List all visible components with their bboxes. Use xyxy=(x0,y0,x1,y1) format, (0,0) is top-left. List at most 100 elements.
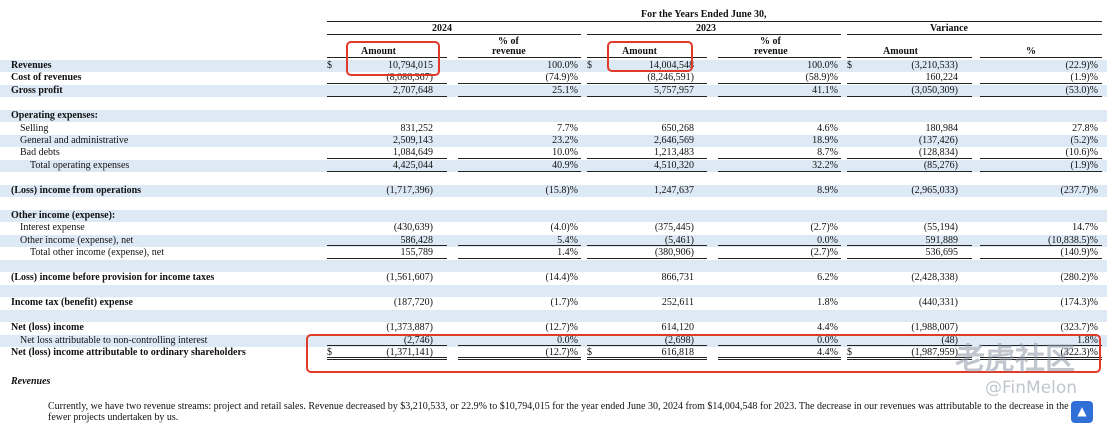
cell-va: 591,889 xyxy=(925,235,959,246)
cell-va: (48) xyxy=(941,335,958,346)
highlight-revenue-2024 xyxy=(346,41,440,76)
dollar-sign: $ xyxy=(587,60,592,71)
cell-a23: 1,247,637 xyxy=(654,185,694,196)
table-row xyxy=(0,98,1107,110)
cell-a24: 831,252 xyxy=(400,123,434,134)
cell-vp: (174.3)% xyxy=(1060,297,1099,308)
table-row: Gross profit 2,707,648 25.1% 5,757,957 41.1%… xyxy=(0,85,1107,97)
cell-a23: 252,611 xyxy=(661,297,694,308)
table-row xyxy=(0,260,1107,272)
subtotal-rule xyxy=(847,83,972,84)
cell-a24: (430,639) xyxy=(393,222,433,233)
dollar-sign: $ xyxy=(847,347,852,358)
cell-va: (85,276) xyxy=(923,160,958,171)
cell-a23: 5,757,957 xyxy=(654,85,694,96)
gross-profit-rule xyxy=(327,96,447,97)
row-label: Net (loss) income attributable to ordina… xyxy=(11,347,246,358)
col-rule xyxy=(587,57,707,58)
cell-p23: 6.2% xyxy=(817,272,838,283)
watermark-handle: @FinMelon xyxy=(985,378,1078,398)
cell-p24: 40.9% xyxy=(552,160,578,171)
subtotal-rule xyxy=(587,83,707,84)
cell-a23: 650,268 xyxy=(661,123,695,134)
opex-total-rule xyxy=(327,171,447,172)
cell-vp: (323.7)% xyxy=(1060,322,1099,333)
cell-a24: 586,428 xyxy=(400,235,434,246)
cell-a24: (1,373,887) xyxy=(386,322,433,333)
revenues-paragraph-continued: fewer projects undertaken by us. xyxy=(48,412,179,423)
revenue-header-2024: revenue xyxy=(492,46,526,57)
pct-of-label-2024: % of xyxy=(498,36,519,47)
cell-a23: 866,731 xyxy=(661,272,695,283)
table-row: Selling 831,252 7.7% 650,268 4.6% 180,984 27.8… xyxy=(0,123,1107,135)
row-label: Revenues xyxy=(11,60,52,71)
row-label: Total operating expenses xyxy=(30,160,130,171)
arrow-up-icon[interactable]: ▲ xyxy=(1071,401,1093,423)
variance-header: Variance xyxy=(930,23,968,34)
cell-p23: (2.7)% xyxy=(810,222,839,233)
nci-rule xyxy=(458,345,581,346)
col-rule xyxy=(980,57,1102,58)
cell-p24: (12.7)% xyxy=(545,322,579,333)
row-label: Interest expense xyxy=(20,222,85,233)
subtotal-rule xyxy=(718,83,841,84)
cell-a24: (2,746) xyxy=(403,335,433,346)
cell-p23: 41.1% xyxy=(812,85,838,96)
cell-p23: 4.4% xyxy=(817,347,838,358)
other-total-rule xyxy=(327,245,447,246)
col-rule xyxy=(718,57,841,58)
cell-p23: 32.2% xyxy=(812,160,838,171)
gross-profit-rule xyxy=(980,96,1102,97)
other-total-rule xyxy=(980,258,1102,259)
cell-va: 536,695 xyxy=(925,247,959,258)
cell-p24: 5.4% xyxy=(557,235,578,246)
cell-va: (137,426) xyxy=(918,135,958,146)
table-row: Net loss attributable to non-controlling… xyxy=(0,335,1107,347)
final-double-rule xyxy=(847,357,972,360)
cell-vp: (10.6)% xyxy=(1065,147,1099,158)
cell-vp: (322.3)% xyxy=(1060,347,1099,358)
cell-p23: 0.0% xyxy=(817,235,838,246)
gross-profit-rule xyxy=(587,96,707,97)
gross-profit-rule xyxy=(847,96,972,97)
final-double-rule xyxy=(458,357,581,360)
opex-total-rule xyxy=(980,171,1102,172)
cell-va: (2,428,338) xyxy=(911,272,958,283)
table-row: Interest expense (430,639) (4.0)% (375,445)… xyxy=(0,222,1107,234)
cell-vp: (22.9)% xyxy=(1065,60,1099,71)
table-row: General and administrative 2,509,143 23.2%… xyxy=(0,135,1107,147)
cell-a23: 2,646,569 xyxy=(654,135,694,146)
cell-vp: (1.9)% xyxy=(1070,160,1099,171)
opex-total-rule xyxy=(718,158,841,159)
opex-total-rule xyxy=(458,171,581,172)
row-label: Other income (expense): xyxy=(11,210,116,221)
dollar-sign: $ xyxy=(327,347,332,358)
nci-rule xyxy=(718,345,841,346)
cell-a23: (2,698) xyxy=(664,335,694,346)
cell-vp: (1.9)% xyxy=(1070,72,1099,83)
final-double-rule xyxy=(587,357,707,360)
cell-a24: 1,084,649 xyxy=(393,147,433,158)
cell-p23: (2.7)% xyxy=(810,247,839,258)
cell-p24: (12.7)% xyxy=(545,347,579,358)
cell-a23: 14,004,548 xyxy=(649,60,694,71)
cell-va: 180,984 xyxy=(925,123,959,134)
opex-total-rule xyxy=(587,171,707,172)
cell-p23: 1.8% xyxy=(817,297,838,308)
nci-rule xyxy=(980,345,1102,346)
table-row: (Loss) income before provision for incom… xyxy=(0,272,1107,284)
cell-a24: 10,794,015 xyxy=(388,60,433,71)
cell-va: (2,965,033) xyxy=(911,185,958,196)
gross-profit-rule xyxy=(458,96,581,97)
cell-p24: (14.4)% xyxy=(545,272,579,283)
cell-vp: (5.2)% xyxy=(1070,135,1099,146)
final-double-rule xyxy=(718,357,841,360)
highlight-revenue-2023 xyxy=(607,41,693,72)
row-label: Operating expenses: xyxy=(11,110,98,121)
other-total-rule xyxy=(718,245,841,246)
cell-a24: 155,789 xyxy=(400,247,434,258)
cell-p24: 0.0% xyxy=(557,335,578,346)
nci-rule xyxy=(847,345,972,346)
row-label: Total other income (expense), net xyxy=(30,247,164,258)
table-row: Total other income (expense), net 155,789… xyxy=(0,247,1107,259)
